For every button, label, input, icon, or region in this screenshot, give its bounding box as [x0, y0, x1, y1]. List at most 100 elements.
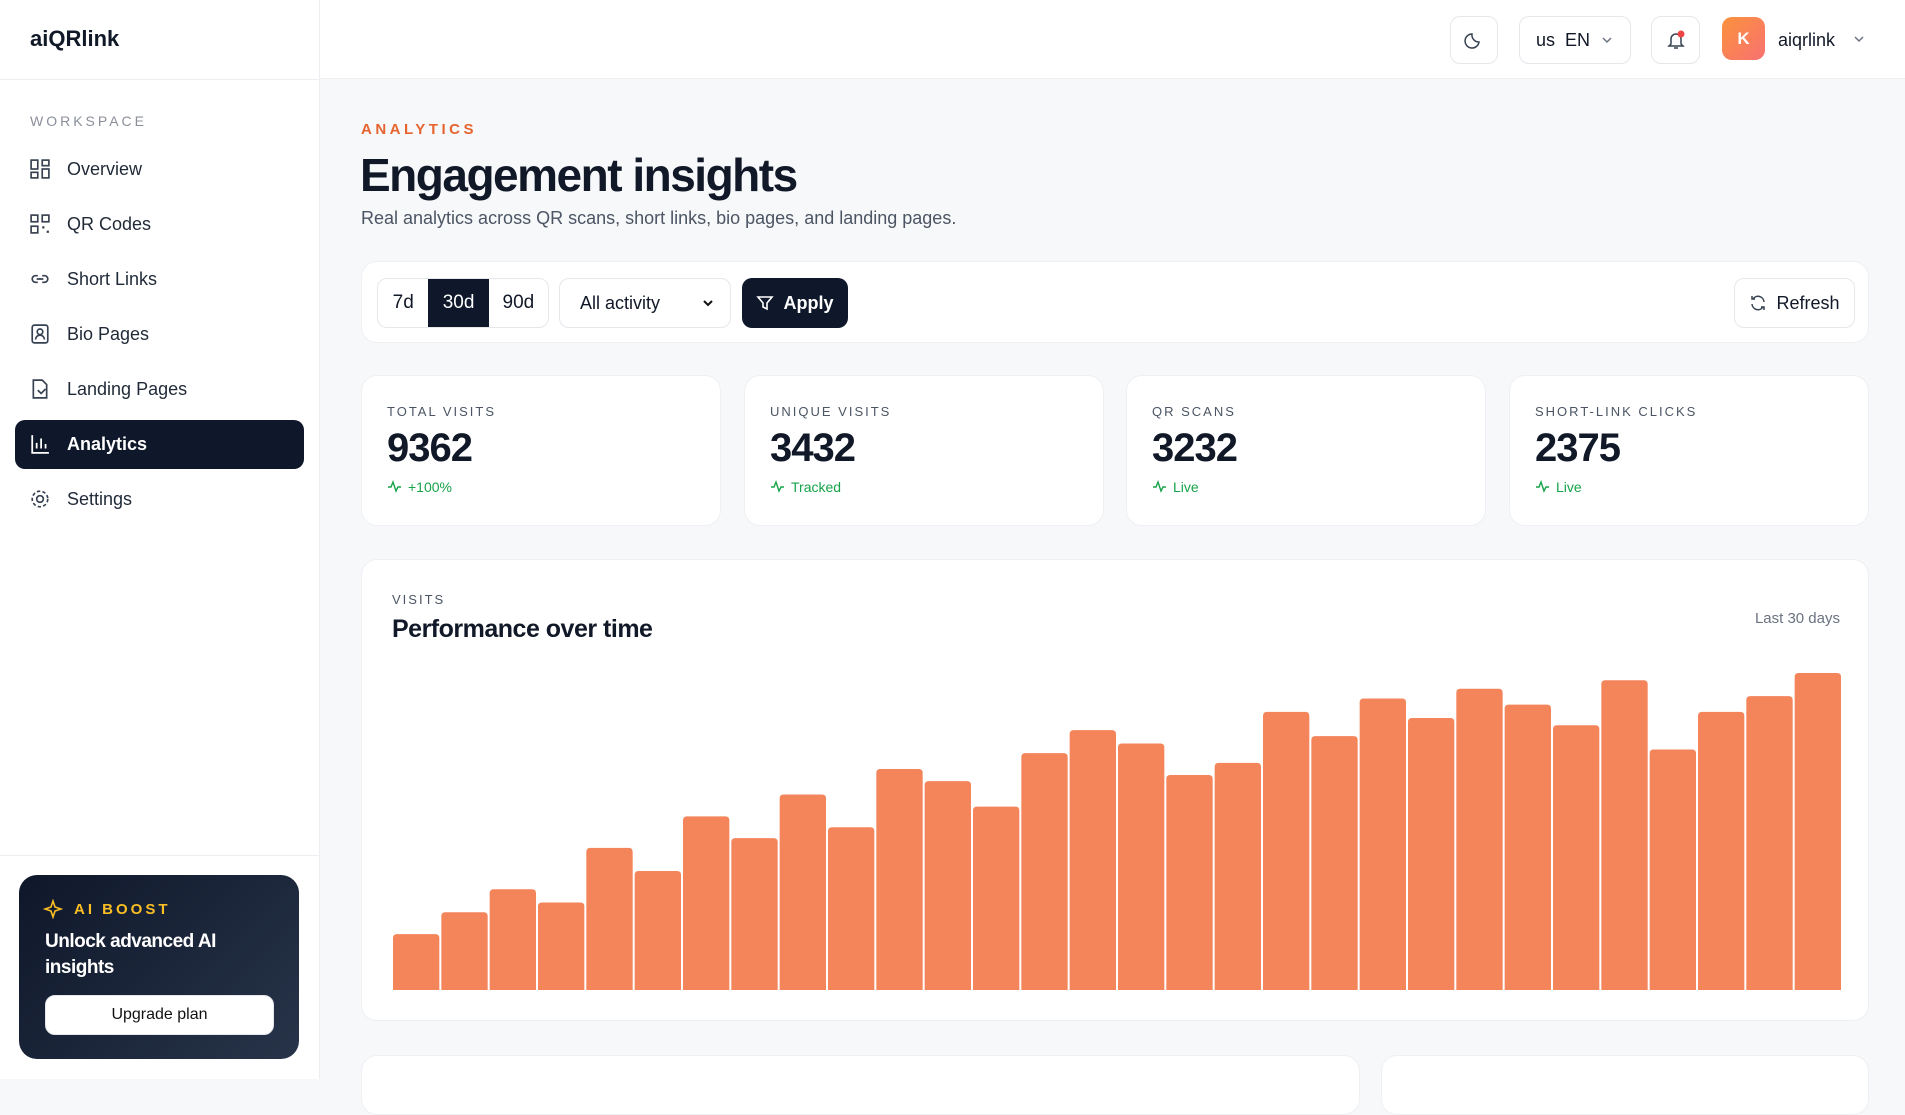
nav-label: Bio Pages — [67, 324, 150, 344]
bar — [779, 794, 826, 990]
bar — [1794, 673, 1841, 990]
apply-label: Apply — [783, 292, 834, 313]
flag: us — [1535, 29, 1555, 50]
promo-eyebrow: AI BOOST — [74, 901, 171, 918]
nav-label: Analytics — [67, 434, 148, 454]
nav-label: QR Codes — [67, 214, 152, 234]
bar — [924, 781, 971, 990]
range-option[interactable]: 7d — [392, 292, 414, 313]
kpi-label: TOTAL VISITS — [387, 404, 497, 419]
bar — [586, 847, 633, 990]
nav-label: Landing Pages — [67, 379, 188, 399]
nav-item[interactable]: Bio Pages — [15, 310, 304, 359]
kpi-card: SHORT-LINK CLICKS 2375 Live — [1509, 375, 1869, 526]
kpi-label: SHORT-LINK CLICKS — [1535, 404, 1698, 419]
promo-card: AI BOOST Unlock advanced AI insights Upg… — [19, 875, 299, 1059]
upgrade-button[interactable]: Upgrade plan — [45, 995, 274, 1035]
nav-label: Overview — [67, 159, 143, 179]
chart-title: Performance over time — [392, 615, 653, 643]
sidebar: aiQRlink WORKSPACE Overview QR Codes Short… — [0, 0, 320, 1079]
filter-bar: 7d 30d 90d All activity Apply Refresh — [361, 261, 1869, 343]
kpi-icon — [387, 479, 402, 499]
chart-note: Last 30 days — [1754, 610, 1840, 627]
user-name[interactable]: aiqrlink — [1778, 30, 1836, 50]
bar — [1504, 704, 1551, 990]
nav-item[interactable]: QR Codes — [15, 200, 304, 249]
page-eyebrow: ANALYTICS — [361, 121, 477, 138]
kpi-card: QR SCANS 3232 Live — [1126, 375, 1486, 526]
kpi-icon — [1152, 479, 1167, 499]
nav-item[interactable]: Analytics — [15, 420, 304, 469]
bar — [1456, 688, 1503, 990]
theme-toggle[interactable] — [1450, 16, 1498, 64]
page-title: Engagement insights — [360, 149, 798, 201]
apply-button[interactable]: Apply — [742, 278, 848, 328]
bar — [393, 934, 440, 990]
nav-item[interactable]: Overview — [15, 145, 304, 194]
panel — [1381, 1055, 1869, 1115]
nav-label: Short Links — [67, 269, 158, 289]
range-toggle: 7d 30d 90d — [377, 278, 549, 328]
nav-label: Settings — [67, 489, 133, 509]
bar — [1601, 680, 1648, 990]
bar — [634, 870, 681, 990]
language-select[interactable]: us EN — [1519, 16, 1631, 64]
activity-select[interactable]: All activity — [559, 278, 731, 328]
bar — [1069, 730, 1116, 990]
nav-item[interactable]: Landing Pages — [15, 365, 304, 414]
bar — [1746, 696, 1793, 990]
kpi-icon — [770, 479, 785, 499]
bar — [1553, 725, 1600, 990]
nav-item[interactable]: Settings — [15, 475, 304, 524]
refresh-button[interactable]: Refresh — [1734, 278, 1855, 328]
promo-title: Unlock advanced AI insights — [45, 931, 216, 978]
bar — [1166, 775, 1213, 990]
kpi-icon — [1535, 479, 1550, 499]
kpi-note: +100% — [408, 479, 452, 495]
section-label: WORKSPACE — [30, 113, 147, 129]
bar-chart — [393, 673, 1841, 990]
bar — [1021, 753, 1068, 990]
chart-eyebrow: VISITS — [392, 592, 446, 607]
kpi-card: TOTAL VISITS 9362 +100% — [361, 375, 721, 526]
range-option[interactable]: 30d — [428, 279, 489, 327]
bar — [1698, 711, 1745, 990]
lang: EN — [1565, 29, 1591, 50]
bar — [1311, 736, 1358, 990]
bar — [828, 827, 875, 990]
kpi-note: Live — [1556, 479, 1582, 495]
page-subtitle: Real analytics across QR scans, short li… — [361, 208, 957, 228]
bar — [1214, 762, 1261, 990]
kpi-label: UNIQUE VISITS — [770, 404, 892, 419]
kpi-value: 9362 — [387, 426, 473, 470]
bar — [1118, 743, 1165, 990]
kpi-value: 3232 — [1152, 426, 1238, 470]
kpi-card: UNIQUE VISITS 3432 Tracked — [744, 375, 1104, 526]
logo[interactable]: aiQRlink — [30, 26, 120, 51]
panel — [361, 1055, 1360, 1115]
topbar: us EN K aiqrlink — [320, 0, 1905, 79]
kpi-value: 2375 — [1535, 426, 1621, 470]
bar — [538, 902, 585, 990]
bar — [731, 838, 778, 990]
bar — [683, 816, 730, 990]
bar — [1263, 711, 1310, 990]
notifications[interactable] — [1651, 16, 1700, 64]
bar — [489, 889, 536, 990]
bar — [1649, 749, 1696, 990]
bar — [1408, 717, 1455, 990]
kpi-note: Tracked — [791, 479, 842, 495]
range-option[interactable]: 90d — [502, 292, 535, 313]
bar — [973, 806, 1020, 990]
bar — [876, 768, 923, 990]
bar — [441, 912, 488, 990]
chart-card: VISITS Performance over time Last 30 day… — [361, 559, 1869, 1021]
avatar[interactable]: K — [1722, 17, 1765, 60]
kpi-note: Live — [1173, 479, 1199, 495]
nav-item[interactable]: Short Links — [15, 255, 304, 304]
kpi-value: 3432 — [770, 426, 856, 470]
refresh-label: Refresh — [1776, 292, 1840, 313]
kpi-label: QR SCANS — [1152, 404, 1236, 419]
select-value: All activity — [580, 292, 661, 313]
